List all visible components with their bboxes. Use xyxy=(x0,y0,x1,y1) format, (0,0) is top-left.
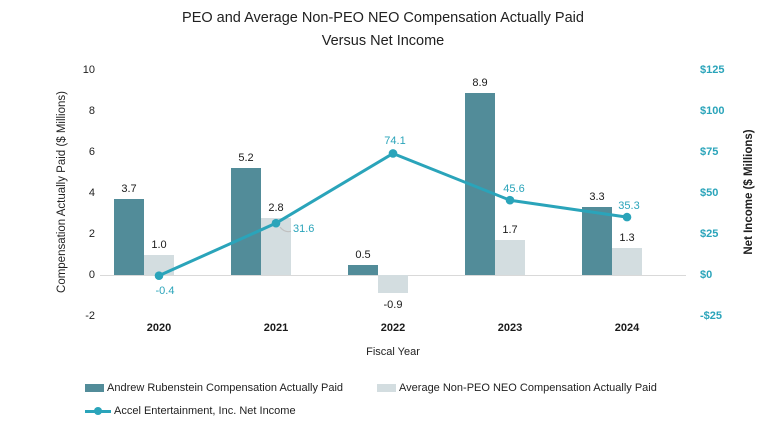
bar-peo-2020 xyxy=(114,199,144,275)
non-peo-bar-swatch-icon xyxy=(377,384,397,392)
bar-label-peo-2023: 8.9 xyxy=(472,76,488,89)
net-income-line xyxy=(157,151,629,278)
bar-label-peo-2022: 0.5 xyxy=(355,248,371,261)
legend-label-net-income: Accel Entertainment, Inc. Net Income xyxy=(114,405,296,417)
right-axis-tick-$100: $100 xyxy=(700,105,725,117)
chart-title: PEO and Average Non-PEO NEO Compensation… xyxy=(0,7,766,53)
right-axis-tick--$25: -$25 xyxy=(700,310,723,322)
legend-item-peo-compensation: Andrew Rubenstein Compensation Actually … xyxy=(85,382,343,394)
bar-label-nonpeo-2022: -0.9 xyxy=(383,299,403,312)
left-axis-tick-0: 0 xyxy=(88,269,95,281)
bar-label-nonpeo-2020: 1.0 xyxy=(151,238,167,251)
bar-peo-2022 xyxy=(348,264,378,275)
legend-label-non-peo: Average Non-PEO NEO Compensation Actuall… xyxy=(399,382,657,394)
x-tick-2021: 2021 xyxy=(263,322,289,334)
line-label-2020: -0.4 xyxy=(155,284,175,297)
legend-item-net-income: Accel Entertainment, Inc. Net Income xyxy=(85,405,296,417)
bar-label-nonpeo-2024: 1.3 xyxy=(619,232,635,245)
bar-label-peo-2021: 5.2 xyxy=(238,152,254,165)
left-axis-tick-10: 10 xyxy=(82,64,95,76)
legend: Andrew Rubenstein Compensation Actually … xyxy=(85,380,745,426)
net-income-marker-2022 xyxy=(388,149,398,158)
line-label-2021: 31.6 xyxy=(293,223,315,236)
line-label-2023: 45.6 xyxy=(503,183,525,196)
right-axis-tick-$25: $25 xyxy=(700,228,719,240)
net-income-marker-2023 xyxy=(505,195,515,205)
x-tick-2024: 2024 xyxy=(614,322,640,334)
left-axis-tick--2: -2 xyxy=(85,310,95,322)
x-tick-2022: 2022 xyxy=(380,322,406,334)
legend-item-non-peo-compensation: Average Non-PEO NEO Compensation Actuall… xyxy=(377,382,657,394)
right-axis-tick-$50: $50 xyxy=(700,187,719,199)
bar-nonpeo-2020 xyxy=(144,254,174,275)
line-label-2024: 35.3 xyxy=(618,200,640,213)
right-axis-tick-$0: $0 xyxy=(700,269,713,281)
legend-label-peo: Andrew Rubenstein Compensation Actually … xyxy=(107,382,344,394)
bar-nonpeo-2021 xyxy=(261,217,291,275)
legend-row-2: Accel Entertainment, Inc. Net Income xyxy=(85,403,745,419)
chart-title-line1: PEO and Average Non-PEO NEO Compensation… xyxy=(182,10,584,26)
left-axis-tick-2: 2 xyxy=(88,228,95,240)
right-axis-tick-$75: $75 xyxy=(700,146,719,158)
x-tick-2020: 2020 xyxy=(146,322,172,334)
bar-nonpeo-2024 xyxy=(612,248,642,275)
left-axis-tick-6: 6 xyxy=(88,146,95,158)
net-income-marker-2024 xyxy=(622,212,632,222)
bar-label-peo-2020: 3.7 xyxy=(121,183,137,196)
peo-bar-swatch-icon xyxy=(85,384,104,392)
line-label-2022: 74.1 xyxy=(384,135,406,148)
bar-nonpeo-2023 xyxy=(495,240,525,275)
legend-row-1: Andrew Rubenstein Compensation Actually … xyxy=(85,380,745,396)
bar-label-nonpeo-2021: 2.8 xyxy=(268,201,284,214)
net-income-line-swatch-icon xyxy=(85,406,111,416)
left-axis-tick-8: 8 xyxy=(88,105,95,117)
x-tick-2023: 2023 xyxy=(497,322,523,334)
x-axis-title: Fiscal Year xyxy=(366,346,420,358)
right-axis-tick-$125: $125 xyxy=(700,64,725,76)
bar-nonpeo-2022 xyxy=(378,275,408,294)
bar-peo-2021 xyxy=(231,168,261,275)
bar-label-nonpeo-2023: 1.7 xyxy=(502,224,518,237)
left-axis-tick-4: 4 xyxy=(88,187,95,199)
chart-title-line2: Versus Net Income xyxy=(321,33,445,49)
